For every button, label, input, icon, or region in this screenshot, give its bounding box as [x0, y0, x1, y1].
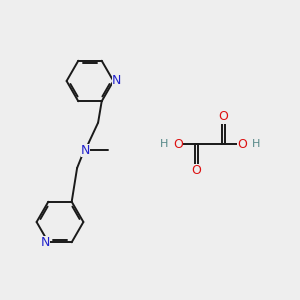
Text: N: N: [40, 236, 50, 249]
Text: O: O: [237, 137, 247, 151]
Text: H: H: [251, 139, 260, 149]
Text: O: O: [192, 164, 201, 178]
Text: O: O: [219, 110, 228, 124]
Text: N: N: [81, 143, 90, 157]
Text: O: O: [173, 137, 183, 151]
Text: H: H: [160, 139, 169, 149]
Text: N: N: [112, 74, 121, 88]
